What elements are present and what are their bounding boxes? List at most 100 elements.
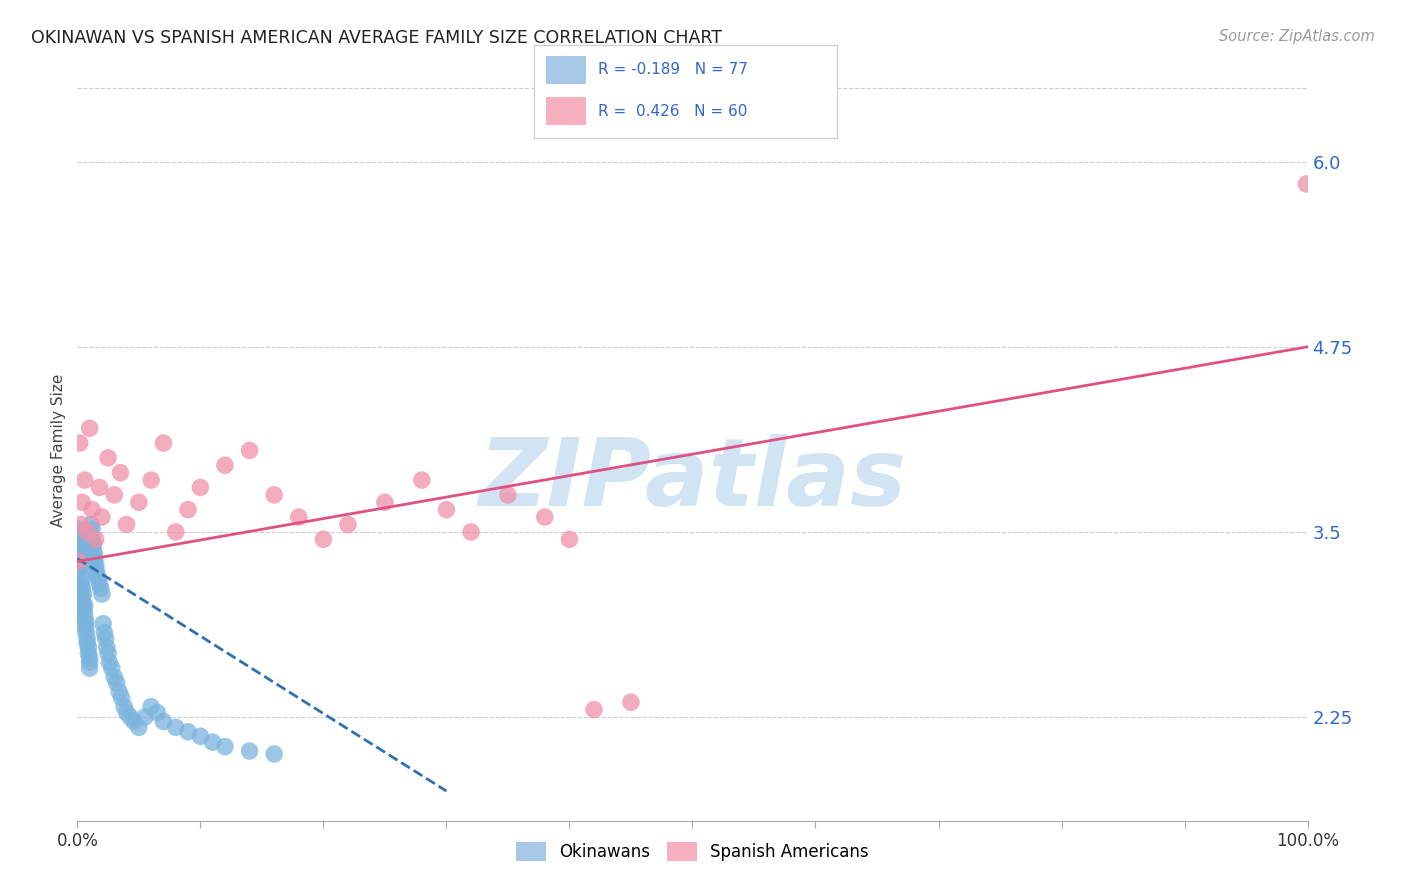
Point	[90, 581, 112, 595]
Point	[84, 562, 107, 576]
Point	[82, 533, 104, 547]
Point	[177, 724, 200, 739]
Point	[80, 517, 103, 532]
Point	[75, 614, 97, 628]
Point	[70, 495, 93, 509]
Point	[79, 655, 101, 669]
Point	[141, 699, 163, 714]
Point	[79, 421, 101, 435]
Point	[620, 695, 643, 709]
Point	[79, 661, 101, 675]
Point	[70, 576, 93, 591]
Point	[70, 551, 93, 566]
Point	[82, 537, 104, 551]
Point	[93, 625, 115, 640]
Point	[103, 488, 125, 502]
Point	[263, 747, 285, 761]
Point	[72, 596, 94, 610]
Point	[83, 547, 105, 561]
Point	[70, 569, 93, 583]
Text: ZIPatlas: ZIPatlas	[478, 434, 907, 526]
Point	[146, 706, 169, 720]
Point	[70, 591, 93, 606]
Point	[86, 566, 108, 581]
Point	[239, 744, 262, 758]
Point	[67, 524, 90, 539]
Point	[165, 524, 187, 539]
Point	[73, 616, 96, 631]
Point	[101, 661, 124, 675]
Point	[84, 533, 107, 547]
Point	[69, 436, 91, 450]
Point	[263, 488, 285, 502]
Point	[201, 735, 224, 749]
Point	[177, 502, 200, 516]
Point	[152, 436, 174, 450]
FancyBboxPatch shape	[547, 56, 586, 84]
Y-axis label: Average Family Size: Average Family Size	[51, 374, 66, 527]
Point	[239, 443, 262, 458]
Point	[120, 710, 142, 724]
Point	[112, 699, 135, 714]
Point	[105, 676, 128, 690]
Point	[70, 572, 93, 586]
Legend: Okinawans, Spanish Americans: Okinawans, Spanish Americans	[509, 835, 876, 868]
Point	[67, 555, 90, 569]
Point	[496, 488, 519, 502]
Point	[70, 581, 93, 595]
Point	[288, 510, 311, 524]
Point	[84, 558, 107, 572]
Point	[75, 625, 97, 640]
Point	[122, 714, 145, 729]
Point	[87, 572, 110, 586]
Text: R =  0.426   N = 60: R = 0.426 N = 60	[598, 103, 747, 119]
Point	[82, 542, 104, 557]
Point	[91, 616, 114, 631]
Point	[77, 640, 100, 655]
Point	[70, 517, 93, 532]
Point	[534, 510, 557, 524]
Point	[90, 587, 114, 601]
Point	[128, 495, 150, 509]
Point	[152, 714, 174, 729]
Point	[77, 646, 100, 660]
Point	[111, 690, 132, 705]
Text: OKINAWAN VS SPANISH AMERICAN AVERAGE FAMILY SIZE CORRELATION CHART: OKINAWAN VS SPANISH AMERICAN AVERAGE FAM…	[31, 29, 721, 47]
Point	[72, 587, 94, 601]
Point	[108, 685, 131, 699]
Point	[90, 510, 114, 524]
Point	[89, 576, 111, 591]
Point	[67, 522, 90, 536]
Point	[115, 706, 138, 720]
Point	[312, 533, 335, 547]
Point	[214, 458, 236, 473]
Point	[110, 466, 132, 480]
Point	[96, 640, 118, 655]
Point	[67, 533, 90, 547]
Point	[69, 562, 91, 576]
Point	[411, 473, 433, 487]
Point	[76, 524, 98, 539]
Point	[214, 739, 236, 754]
Point	[76, 636, 98, 650]
Point	[69, 542, 91, 557]
Point	[73, 473, 96, 487]
Point	[73, 599, 96, 613]
Point	[82, 522, 104, 536]
Point	[76, 632, 98, 646]
Point	[583, 703, 606, 717]
Point	[70, 558, 93, 572]
Point	[558, 533, 581, 547]
Point	[188, 729, 212, 743]
Point	[460, 524, 482, 539]
Point	[134, 710, 156, 724]
Point	[165, 720, 187, 734]
Point	[83, 551, 105, 566]
Point	[67, 540, 90, 554]
Point	[80, 528, 103, 542]
Point	[79, 650, 101, 665]
Point	[89, 481, 111, 495]
Point	[72, 611, 94, 625]
Point	[98, 655, 121, 669]
Point	[128, 720, 150, 734]
